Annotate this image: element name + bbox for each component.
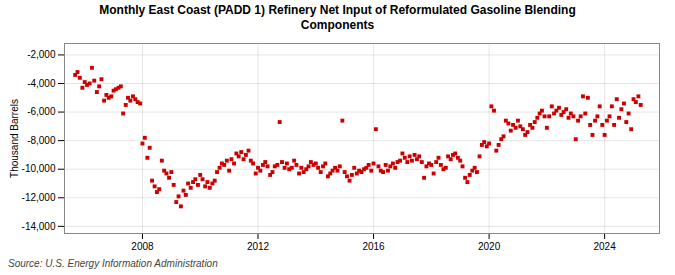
html-text:Monthly East Coast (PADD 1) Re: Monthly East Coast (PADD 1) Refinery Net… xyxy=(99,3,576,32)
svg-text:2012: 2012 xyxy=(247,241,270,252)
svg-text:-8,000: -8,000 xyxy=(27,135,56,146)
svg-text:Thousand Barrels: Thousand Barrels xyxy=(9,99,20,178)
svg-text:2024: 2024 xyxy=(593,241,616,252)
svg-text:2008: 2008 xyxy=(131,241,154,252)
svg-text:-2,000: -2,000 xyxy=(27,49,56,60)
svg-text:-10,000: -10,000 xyxy=(22,163,56,174)
html-text:Source: U.S. Energy Informatio: Source: U.S. Energy Information Administ… xyxy=(8,258,218,269)
svg-text:-6,000: -6,000 xyxy=(27,106,56,117)
svg-text:-4,000: -4,000 xyxy=(27,78,56,89)
svg-text:-14,000: -14,000 xyxy=(22,221,56,232)
svg-text:-12,000: -12,000 xyxy=(22,192,56,203)
svg-text:2020: 2020 xyxy=(478,241,501,252)
svg-text:2016: 2016 xyxy=(362,241,385,252)
